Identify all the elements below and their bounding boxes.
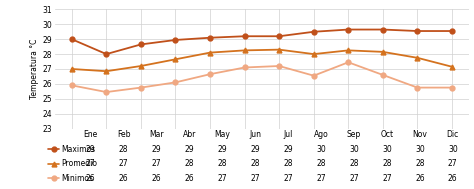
Text: 29: 29 (218, 145, 227, 154)
Text: Maximos: Maximos (61, 145, 95, 154)
Text: 26: 26 (448, 174, 457, 183)
Text: Jul: Jul (283, 130, 293, 139)
Text: 27: 27 (283, 174, 293, 183)
Text: 28: 28 (119, 145, 128, 154)
Text: May: May (214, 130, 230, 139)
Text: 29: 29 (152, 145, 161, 154)
Text: 27: 27 (250, 174, 260, 183)
Text: 27: 27 (448, 159, 457, 168)
Text: Nov: Nov (412, 130, 428, 139)
Text: 30: 30 (349, 145, 359, 154)
Text: Abr: Abr (183, 130, 196, 139)
Text: 29: 29 (283, 145, 293, 154)
Y-axis label: Temperatura °C: Temperatura °C (30, 39, 39, 99)
Text: 27: 27 (316, 174, 326, 183)
Text: Dic: Dic (447, 130, 459, 139)
Text: 27: 27 (218, 174, 227, 183)
Text: 28: 28 (349, 159, 359, 168)
Text: 28: 28 (415, 159, 425, 168)
Text: 26: 26 (185, 174, 194, 183)
Text: Sep: Sep (347, 130, 361, 139)
Text: 26: 26 (119, 174, 128, 183)
Text: 26: 26 (86, 174, 96, 183)
Text: 30: 30 (382, 145, 392, 154)
Text: 27: 27 (119, 159, 128, 168)
Text: 26: 26 (415, 174, 425, 183)
Text: 30: 30 (316, 145, 326, 154)
Text: 27: 27 (152, 159, 161, 168)
Text: Minimos: Minimos (61, 174, 93, 183)
Text: Feb: Feb (117, 130, 130, 139)
Text: 27: 27 (86, 159, 96, 168)
Text: Oct: Oct (381, 130, 393, 139)
Text: Ene: Ene (83, 130, 98, 139)
Text: 30: 30 (415, 145, 425, 154)
Text: 28: 28 (283, 159, 293, 168)
Text: 29: 29 (250, 145, 260, 154)
Text: 28: 28 (251, 159, 260, 168)
Text: Ago: Ago (314, 130, 328, 139)
Text: 29: 29 (86, 145, 96, 154)
Text: Promedio: Promedio (61, 159, 97, 168)
Text: 28: 28 (316, 159, 326, 168)
Text: 29: 29 (185, 145, 194, 154)
Text: 27: 27 (349, 174, 359, 183)
Text: 28: 28 (185, 159, 194, 168)
Text: 27: 27 (382, 174, 392, 183)
Text: Mar: Mar (149, 130, 164, 139)
Text: Jun: Jun (249, 130, 261, 139)
Text: 26: 26 (152, 174, 161, 183)
Text: 28: 28 (382, 159, 392, 168)
Text: 30: 30 (448, 145, 458, 154)
Text: 28: 28 (218, 159, 227, 168)
